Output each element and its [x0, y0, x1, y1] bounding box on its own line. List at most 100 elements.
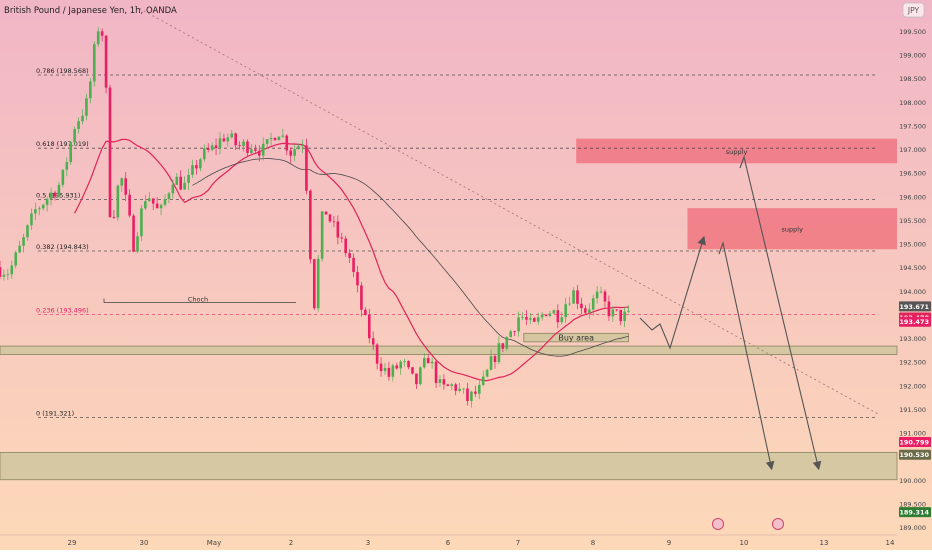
candle-body[interactable]	[422, 358, 426, 368]
candle-body[interactable]	[371, 338, 375, 345]
candle-body[interactable]	[442, 379, 446, 385]
candle-body[interactable]	[576, 290, 579, 304]
moving-average-slow[interactable]	[192, 158, 629, 357]
candle-body[interactable]	[470, 391, 473, 401]
candle-body[interactable]	[210, 145, 214, 150]
candle-body[interactable]	[529, 318, 532, 320]
candle-body[interactable]	[257, 150, 261, 156]
candle-body[interactable]	[360, 285, 363, 310]
candle-body[interactable]	[61, 169, 65, 185]
candle-body[interactable]	[140, 208, 143, 237]
candle-body[interactable]	[277, 136, 281, 141]
candle-body[interactable]	[383, 367, 387, 372]
candle-body[interactable]	[489, 356, 493, 370]
candle-body[interactable]	[623, 311, 626, 322]
candle-body[interactable]	[466, 388, 469, 401]
demand-zone-2[interactable]	[523, 332, 629, 343]
candle-body[interactable]	[379, 363, 383, 372]
candle-body[interactable]	[615, 309, 619, 311]
candle-body[interactable]	[438, 379, 442, 383]
candle-body[interactable]	[332, 221, 336, 223]
candle-body[interactable]	[536, 317, 540, 322]
candle-body[interactable]	[104, 35, 108, 88]
candle-body[interactable]	[525, 317, 528, 320]
candle-body[interactable]	[560, 317, 564, 323]
candle-body[interactable]	[336, 221, 340, 238]
candle-body[interactable]	[312, 259, 316, 309]
candle-body[interactable]	[26, 225, 29, 238]
candle-body[interactable]	[407, 361, 410, 368]
candle-body[interactable]	[572, 290, 575, 304]
candle-body[interactable]	[497, 343, 501, 363]
event-marker-icon[interactable]	[712, 518, 724, 530]
candle-body[interactable]	[57, 184, 61, 197]
candle-body[interactable]	[242, 141, 245, 147]
candle-body[interactable]	[147, 198, 151, 202]
candle-body[interactable]	[53, 192, 57, 197]
candle-body[interactable]	[352, 257, 355, 273]
candle-body[interactable]	[202, 148, 206, 160]
candle-body[interactable]	[293, 149, 296, 156]
candle-body[interactable]	[434, 361, 438, 383]
candle-body[interactable]	[481, 376, 485, 385]
candle-body[interactable]	[544, 314, 548, 316]
candle-body[interactable]	[265, 139, 269, 144]
candle-body[interactable]	[501, 343, 505, 349]
candle-body[interactable]	[611, 309, 615, 317]
candle-body[interactable]	[509, 331, 513, 338]
candle-body[interactable]	[419, 367, 422, 385]
candle-body[interactable]	[450, 384, 454, 387]
candle-body[interactable]	[183, 182, 186, 190]
candle-body[interactable]	[269, 137, 273, 140]
price-tag[interactable]	[899, 316, 931, 327]
candle-body[interactable]	[195, 165, 198, 169]
candle-body[interactable]	[85, 98, 88, 116]
candle-body[interactable]	[124, 178, 128, 195]
candle-body[interactable]	[144, 201, 147, 209]
candle-body[interactable]	[199, 159, 202, 169]
candle-body[interactable]	[261, 143, 265, 156]
candle-body[interactable]	[132, 215, 135, 252]
candle-body[interactable]	[49, 192, 53, 199]
candle-body[interactable]	[521, 317, 524, 318]
candle-body[interactable]	[34, 209, 37, 214]
candle-body[interactable]	[254, 149, 257, 151]
candle-body[interactable]	[340, 237, 344, 239]
candle-body[interactable]	[619, 309, 622, 322]
candle-body[interactable]	[128, 194, 131, 216]
candle-body[interactable]	[493, 356, 497, 363]
candle-body[interactable]	[356, 272, 359, 286]
candle-body[interactable]	[179, 176, 183, 190]
candle-body[interactable]	[65, 162, 69, 170]
candle-body[interactable]	[30, 213, 33, 226]
candle-body[interactable]	[289, 150, 293, 156]
candle-body[interactable]	[320, 211, 324, 259]
candle-body[interactable]	[108, 87, 112, 218]
diagonal-trendline[interactable]	[134, 5, 879, 415]
candle-body[interactable]	[187, 174, 190, 183]
candle-body[interactable]	[415, 373, 418, 385]
candle-body[interactable]	[309, 190, 312, 260]
candle-body[interactable]	[69, 142, 73, 163]
candle-body[interactable]	[100, 31, 104, 36]
candle-body[interactable]	[564, 304, 567, 318]
candle-body[interactable]	[556, 310, 560, 323]
candle-body[interactable]	[403, 361, 406, 362]
candle-body[interactable]	[426, 358, 430, 364]
currency-badge[interactable]: JPY	[902, 2, 925, 18]
price-tag[interactable]	[899, 437, 931, 448]
candle-body[interactable]	[167, 193, 171, 200]
candle-body[interactable]	[163, 199, 167, 205]
candle-body[interactable]	[477, 384, 481, 394]
candle-body[interactable]	[364, 309, 367, 316]
candle-body[interactable]	[603, 291, 607, 302]
candle-body[interactable]	[305, 145, 308, 191]
candle-body[interactable]	[136, 236, 139, 252]
candle-body[interactable]	[281, 135, 285, 137]
candle-body[interactable]	[81, 115, 84, 122]
candle-body[interactable]	[10, 265, 14, 275]
candle-body[interactable]	[348, 253, 351, 258]
candle-body[interactable]	[540, 314, 544, 318]
candle-body[interactable]	[191, 165, 194, 175]
moving-average-fast[interactable]	[74, 138, 629, 382]
